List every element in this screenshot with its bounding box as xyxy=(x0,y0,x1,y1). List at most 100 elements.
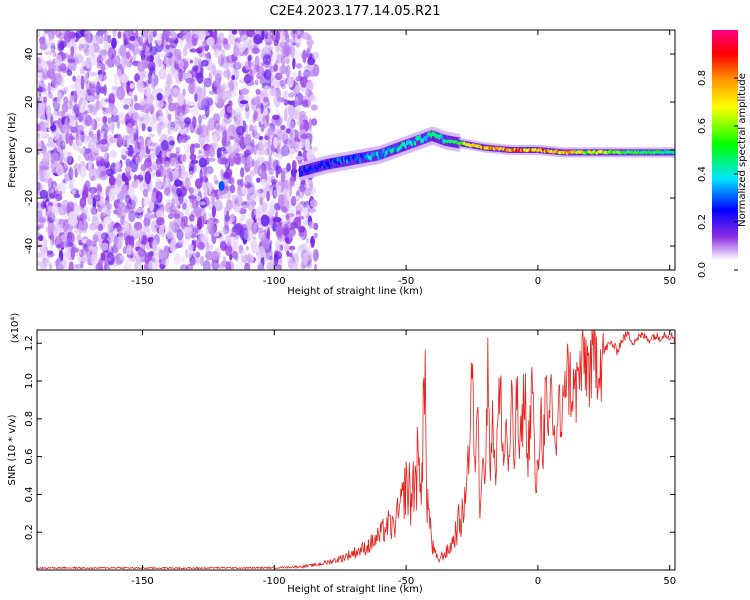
noise-speckle xyxy=(70,46,75,56)
noise-speckle xyxy=(303,216,307,227)
noise-speckle xyxy=(199,255,205,267)
x-tick-label: -100 xyxy=(263,576,286,587)
noise-speckle xyxy=(279,65,288,75)
noise-speckle xyxy=(283,99,288,106)
noise-speckle xyxy=(46,253,54,259)
noise-speckle xyxy=(312,248,320,262)
noise-speckle xyxy=(289,130,294,139)
noise-speckle xyxy=(77,133,83,147)
noise-speckle xyxy=(112,30,117,38)
noise-speckle xyxy=(95,117,102,122)
noise-speckle xyxy=(306,148,315,163)
noise-speckle xyxy=(251,47,261,55)
noise-speckle xyxy=(184,117,192,125)
noise-speckle xyxy=(47,216,52,224)
noise-speckle xyxy=(242,257,246,263)
noise-speckle xyxy=(266,191,270,202)
noise-speckle xyxy=(121,55,126,70)
noise-speckle xyxy=(260,214,270,227)
noise-speckle xyxy=(300,133,308,140)
noise-speckle xyxy=(87,216,91,222)
noise-speckle xyxy=(50,115,54,127)
noise-speckle xyxy=(200,204,205,213)
noise-speckle xyxy=(155,61,159,73)
noise-speckle xyxy=(191,227,199,235)
noise-speckle xyxy=(37,241,41,248)
noise-speckle xyxy=(224,218,229,231)
noise-speckle xyxy=(132,246,136,255)
noise-speckle xyxy=(116,133,123,146)
noise-speckle xyxy=(111,121,115,135)
noise-speckle xyxy=(220,241,227,252)
noise-speckle xyxy=(72,75,76,82)
noise-speckle xyxy=(244,183,253,188)
noise-speckle xyxy=(158,53,166,58)
noise-speckle xyxy=(196,217,203,231)
noise-speckle xyxy=(190,103,200,116)
colorbar-axes: 0.0 0.2 0.4 0.6 0.8 xyxy=(697,70,738,278)
noise-speckle xyxy=(54,54,63,66)
noise-speckle xyxy=(116,206,122,218)
colorbar-tick-label: 0.2 xyxy=(697,214,708,230)
noise-speckle xyxy=(297,244,305,253)
noise-speckle xyxy=(104,98,113,103)
noise-speckle xyxy=(97,129,101,142)
noise-speckle xyxy=(174,179,182,187)
noise-speckle xyxy=(180,58,189,70)
noise-speckle xyxy=(115,254,119,261)
noise-speckle xyxy=(78,111,83,123)
noise-speckle xyxy=(149,75,155,90)
noise-speckle xyxy=(100,63,106,73)
spectrogram-panel: -150 -100 -50 0 50 -40 -20 0 20 40 Frequency (Hz)… xyxy=(7,29,676,297)
noise-speckle xyxy=(143,86,152,97)
noise-speckle xyxy=(257,217,262,226)
noise-speckle xyxy=(42,169,52,179)
noise-speckle xyxy=(254,110,258,120)
noise-speckle xyxy=(44,151,53,163)
noise-speckle xyxy=(145,93,154,106)
noise-speckle xyxy=(254,79,259,86)
noise-speckle xyxy=(108,102,116,116)
noise-speckle xyxy=(39,96,44,103)
noise-speckle xyxy=(95,81,101,95)
noise-speckle xyxy=(173,253,181,265)
noise-speckle xyxy=(307,251,312,261)
noise-speckle xyxy=(212,113,221,124)
noise-speckle xyxy=(140,75,150,82)
noise-speckle xyxy=(173,192,178,201)
noise-speckle xyxy=(126,122,133,135)
noise-speckle xyxy=(240,214,246,221)
noise-speckle xyxy=(40,244,47,257)
noise-speckle xyxy=(145,196,151,206)
noise-speckle xyxy=(38,199,42,212)
noise-speckle xyxy=(179,153,185,162)
noise-speckle xyxy=(287,136,296,150)
noise-speckle xyxy=(259,37,263,44)
noise-blob xyxy=(218,181,225,191)
noise-speckle xyxy=(226,145,234,154)
noise-speckle xyxy=(144,254,153,263)
noise-speckle xyxy=(45,51,53,56)
noise-speckle xyxy=(103,152,110,162)
noise-speckle xyxy=(124,194,131,204)
noise-speckle xyxy=(98,258,103,269)
noise-speckle xyxy=(267,122,272,127)
noise-speckle xyxy=(182,47,188,57)
noise-speckle xyxy=(215,42,224,50)
noise-speckle xyxy=(122,246,127,254)
noise-speckle xyxy=(167,213,174,220)
noise-speckle xyxy=(148,133,155,138)
x-tick-label: -100 xyxy=(263,276,286,287)
noise-speckle xyxy=(292,57,296,70)
noise-speckle xyxy=(244,174,252,184)
x-tick-label: -50 xyxy=(398,276,414,287)
noise-speckle xyxy=(169,221,174,228)
noise-speckle xyxy=(56,110,66,117)
noise-speckle xyxy=(240,34,248,43)
noise-speckle xyxy=(209,244,213,251)
colorbar-label: Normalized spectral amplitude xyxy=(737,73,748,227)
noise-speckle xyxy=(151,113,157,124)
noise-speckle xyxy=(216,84,226,97)
noise-speckle xyxy=(240,204,249,209)
noise-speckle xyxy=(63,86,68,94)
